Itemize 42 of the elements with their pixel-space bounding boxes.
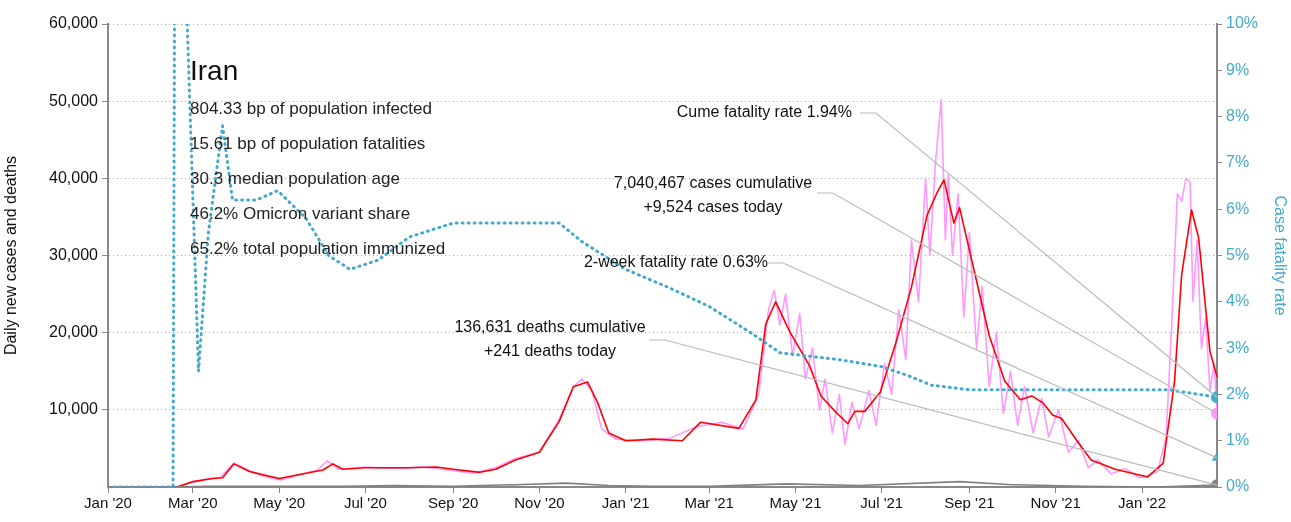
y2-tick-label: 4%	[1226, 292, 1250, 310]
y2-tick-label: 10%	[1226, 14, 1259, 32]
x-tick-label: Jan '20	[84, 494, 132, 512]
x-tick-label: Jul '20	[344, 494, 387, 512]
annotation: 30.3 median population age	[190, 168, 400, 188]
y2-tick-label: 3%	[1226, 338, 1250, 356]
y-tick-label: 50,000	[49, 91, 99, 109]
annotation: 7,040,467 cases cumulative +9,524 cases today	[613, 174, 813, 216]
y2-tick-label: 0%	[1226, 477, 1250, 495]
y-axis-title: Daily new cases and deaths	[2, 155, 20, 356]
x-tick-label: Jan '21	[601, 494, 650, 512]
x-tick-label: Nov '21	[1030, 494, 1081, 512]
y-tick-label: 20,000	[49, 323, 99, 341]
text: Iran	[190, 54, 239, 86]
x-tick-label: May '21	[769, 494, 822, 512]
annotation: 15.61 bp of population fatalities	[190, 133, 426, 153]
y2-tick-label: 7%	[1226, 153, 1250, 171]
y2-tick-label: 5%	[1226, 245, 1250, 263]
y2-tick-label: 6%	[1226, 199, 1250, 217]
y-tick-label: 40,000	[49, 168, 99, 186]
annotation: 136,631 deaths cumulative +241 deaths today	[454, 318, 646, 360]
annotation: 2-week fatality rate 0.63%	[583, 253, 768, 271]
annotation: 46.2% Omicron variant share	[190, 203, 411, 223]
annotation: 804.33 bp of population infected	[190, 98, 432, 118]
x-tick-label: Jul '21	[860, 494, 904, 512]
y2-tick-label: 8%	[1226, 107, 1250, 125]
y-tick-label: 30,000	[49, 245, 99, 263]
annotation: Cume fatality rate 1.94%	[676, 103, 852, 121]
x-tick-label: May '20	[253, 494, 306, 512]
y2-tick-label: 1%	[1226, 431, 1250, 449]
y2-tick-label: 9%	[1226, 60, 1250, 78]
y2-axis-title: Case fatality rate	[1271, 195, 1289, 316]
y2-tick-label: 2%	[1226, 384, 1250, 402]
x-tick-label: Mar '21	[684, 494, 734, 512]
x-tick-label: Nov '20	[514, 494, 565, 512]
y-tick-label: 10,000	[49, 400, 99, 418]
annotation: 65.2% total population immunized	[190, 238, 446, 258]
x-tick-label: Sep '21	[944, 494, 995, 512]
x-tick-label: Sep '20	[427, 494, 479, 512]
y-tick-label: 60,000	[49, 14, 99, 32]
x-tick-label: Jan '22	[1118, 494, 1166, 512]
x-tick-label: Mar '20	[168, 494, 218, 512]
